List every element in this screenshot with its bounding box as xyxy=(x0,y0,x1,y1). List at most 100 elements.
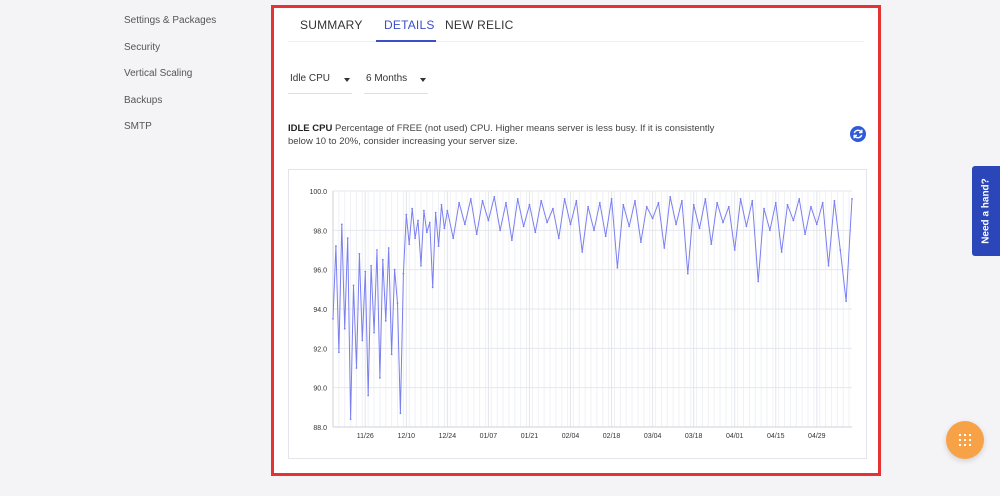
x-tick-label: 04/15 xyxy=(767,433,785,440)
data-point xyxy=(704,197,707,200)
data-point xyxy=(763,207,765,210)
data-point xyxy=(446,209,449,212)
fab-menu-button[interactable] xyxy=(946,421,984,459)
data-point xyxy=(493,196,496,198)
range-select[interactable]: 6 Months xyxy=(364,68,428,94)
data-point xyxy=(516,197,519,200)
data-point xyxy=(452,237,455,240)
x-tick-label: 03/18 xyxy=(685,433,703,440)
metric-description: IDLE CPU Percentage of FREE (not used) C… xyxy=(288,123,728,148)
data-point xyxy=(845,300,848,303)
data-point xyxy=(381,258,384,261)
sidebar-item-smtp[interactable]: SMTP xyxy=(124,121,152,132)
data-point xyxy=(440,203,443,206)
data-point xyxy=(821,201,824,204)
data-point xyxy=(335,245,337,247)
data-point xyxy=(352,284,355,287)
data-point xyxy=(792,219,795,222)
tab-details[interactable]: DETAILS xyxy=(384,18,435,32)
data-point xyxy=(651,217,654,220)
x-tick-label: 01/21 xyxy=(521,433,539,440)
data-point xyxy=(557,237,560,240)
data-point xyxy=(396,302,399,304)
data-point xyxy=(434,211,437,214)
data-point xyxy=(757,280,760,283)
data-point xyxy=(361,339,364,342)
data-point xyxy=(411,207,414,210)
data-point xyxy=(431,286,434,289)
data-point xyxy=(420,264,422,267)
x-tick-label: 02/04 xyxy=(562,433,580,440)
sidebar-item-backups[interactable]: Backups xyxy=(124,95,163,106)
data-point xyxy=(622,203,625,206)
data-point xyxy=(522,225,525,228)
data-point xyxy=(727,205,730,208)
data-point xyxy=(786,203,789,206)
metric-select[interactable]: Idle CPU xyxy=(288,68,352,94)
data-point xyxy=(340,223,343,226)
y-tick-label: 98.0 xyxy=(313,228,327,235)
data-point xyxy=(384,319,387,322)
refresh-button[interactable] xyxy=(850,126,866,142)
sidebar: Settings & Packages Security Vertical Sc… xyxy=(0,0,270,496)
data-point xyxy=(628,225,631,228)
sidebar-item-security[interactable]: Security xyxy=(124,42,161,53)
data-point xyxy=(810,205,812,208)
data-point xyxy=(722,221,724,224)
data-point xyxy=(355,367,358,369)
data-point xyxy=(833,199,836,202)
data-point xyxy=(552,207,554,210)
data-point xyxy=(839,249,842,251)
sidebar-item-vertical-scaling[interactable]: Vertical Scaling xyxy=(124,68,193,79)
data-point xyxy=(604,235,607,238)
range-select-value: 6 Months xyxy=(366,73,408,84)
sidebar-item-settings-packages[interactable]: Settings & Packages xyxy=(124,15,217,26)
data-point xyxy=(373,331,375,334)
data-point xyxy=(645,205,648,208)
data-point xyxy=(563,197,566,200)
data-point xyxy=(610,197,613,200)
x-tick-label: 12/24 xyxy=(439,433,457,440)
data-point xyxy=(804,233,806,236)
tab-summary[interactable]: SUMMARY xyxy=(300,18,363,32)
data-point xyxy=(751,199,754,202)
data-point xyxy=(851,197,853,200)
refresh-icon xyxy=(853,129,863,139)
data-point xyxy=(408,243,411,245)
y-tick-label: 90.0 xyxy=(313,386,327,393)
data-point xyxy=(540,199,543,202)
need-a-hand-tab[interactable]: Need a hand? xyxy=(972,166,1000,256)
tab-new-relic[interactable]: NEW RELIC xyxy=(445,18,514,32)
data-point xyxy=(686,272,689,275)
data-point xyxy=(376,249,378,251)
data-point xyxy=(370,264,373,267)
data-point xyxy=(358,253,361,255)
metric-description-title: IDLE CPU xyxy=(288,123,333,134)
data-point xyxy=(443,227,446,230)
y-tick-label: 94.0 xyxy=(313,307,327,314)
data-point xyxy=(681,199,683,202)
x-tick-label: 11/26 xyxy=(357,433,374,440)
data-point xyxy=(510,239,513,242)
data-point xyxy=(663,247,666,249)
data-point xyxy=(798,197,801,200)
data-point xyxy=(425,231,428,234)
data-point xyxy=(337,351,340,354)
data-point xyxy=(634,199,636,202)
data-point xyxy=(768,229,771,232)
need-a-hand-label: Need a hand? xyxy=(980,178,992,244)
data-point xyxy=(827,264,830,267)
data-point xyxy=(716,201,719,204)
data-point xyxy=(639,241,642,244)
data-point xyxy=(417,219,419,222)
data-point xyxy=(675,223,677,226)
details-panel: SUMMARY DETAILS NEW RELIC Idle CPU 6 Mon… xyxy=(271,5,881,476)
data-point xyxy=(390,353,393,356)
x-tick-label: 12/10 xyxy=(398,433,416,440)
x-tick-label: 01/07 xyxy=(480,433,498,440)
data-point xyxy=(475,233,478,236)
idle-cpu-chart: 100.0 98.0 96.0 94.0 92.0 90.0 88.0 11/26 12/10 1… xyxy=(288,169,867,459)
data-point xyxy=(710,243,713,245)
data-point xyxy=(343,327,346,330)
data-point xyxy=(669,196,672,198)
